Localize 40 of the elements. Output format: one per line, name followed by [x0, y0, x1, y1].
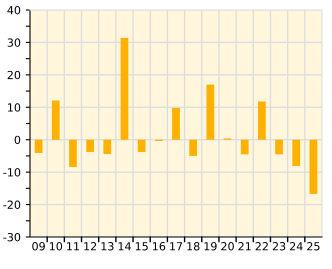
x-tick-label: 24 — [290, 242, 303, 250]
bar — [103, 140, 112, 154]
bar — [172, 108, 180, 140]
x-tick-label: 15 — [136, 242, 148, 250]
y-tick-label: 10 — [8, 103, 20, 112]
bar — [69, 140, 77, 167]
x-tick-label: 14 — [118, 242, 131, 250]
x-tick-label: 22 — [256, 242, 268, 250]
y-tick-label: 20 — [8, 70, 20, 80]
x-tick-label: 25 — [307, 242, 320, 250]
x-tick-label: 19 — [204, 242, 217, 250]
x-tick-label: 10 — [50, 242, 62, 250]
bar — [206, 84, 214, 140]
bar — [86, 140, 94, 152]
x-tick-label: 16 — [152, 242, 166, 250]
bar — [275, 140, 283, 154]
y-tick-label: 0 — [14, 136, 20, 144]
bar — [310, 140, 318, 194]
bar — [189, 140, 198, 156]
x-tick-label: 09 — [32, 242, 45, 250]
bar — [240, 140, 249, 154]
x-tick-label: 17 — [170, 242, 182, 250]
y-tick-label: 40 — [7, 6, 20, 14]
x-tick-label: 21 — [238, 242, 251, 250]
y-tick-label: -30 — [3, 232, 20, 242]
x-tick-label: 11 — [67, 242, 79, 250]
bar — [292, 140, 300, 166]
x-tick-label: 20 — [221, 242, 234, 250]
y-tick-label: 30 — [8, 38, 20, 47]
x-tick-label: 13 — [101, 242, 114, 250]
bar — [120, 38, 128, 140]
y-tick-label: -10 — [3, 168, 20, 177]
y-tick-label: -20 — [3, 200, 20, 209]
bar — [52, 100, 60, 140]
x-tick-label: 23 — [272, 242, 286, 250]
bar — [34, 140, 42, 154]
bar — [138, 140, 146, 152]
x-tick-label: 12 — [84, 242, 96, 250]
x-tick-label: 18 — [187, 242, 200, 250]
bar — [258, 101, 266, 140]
